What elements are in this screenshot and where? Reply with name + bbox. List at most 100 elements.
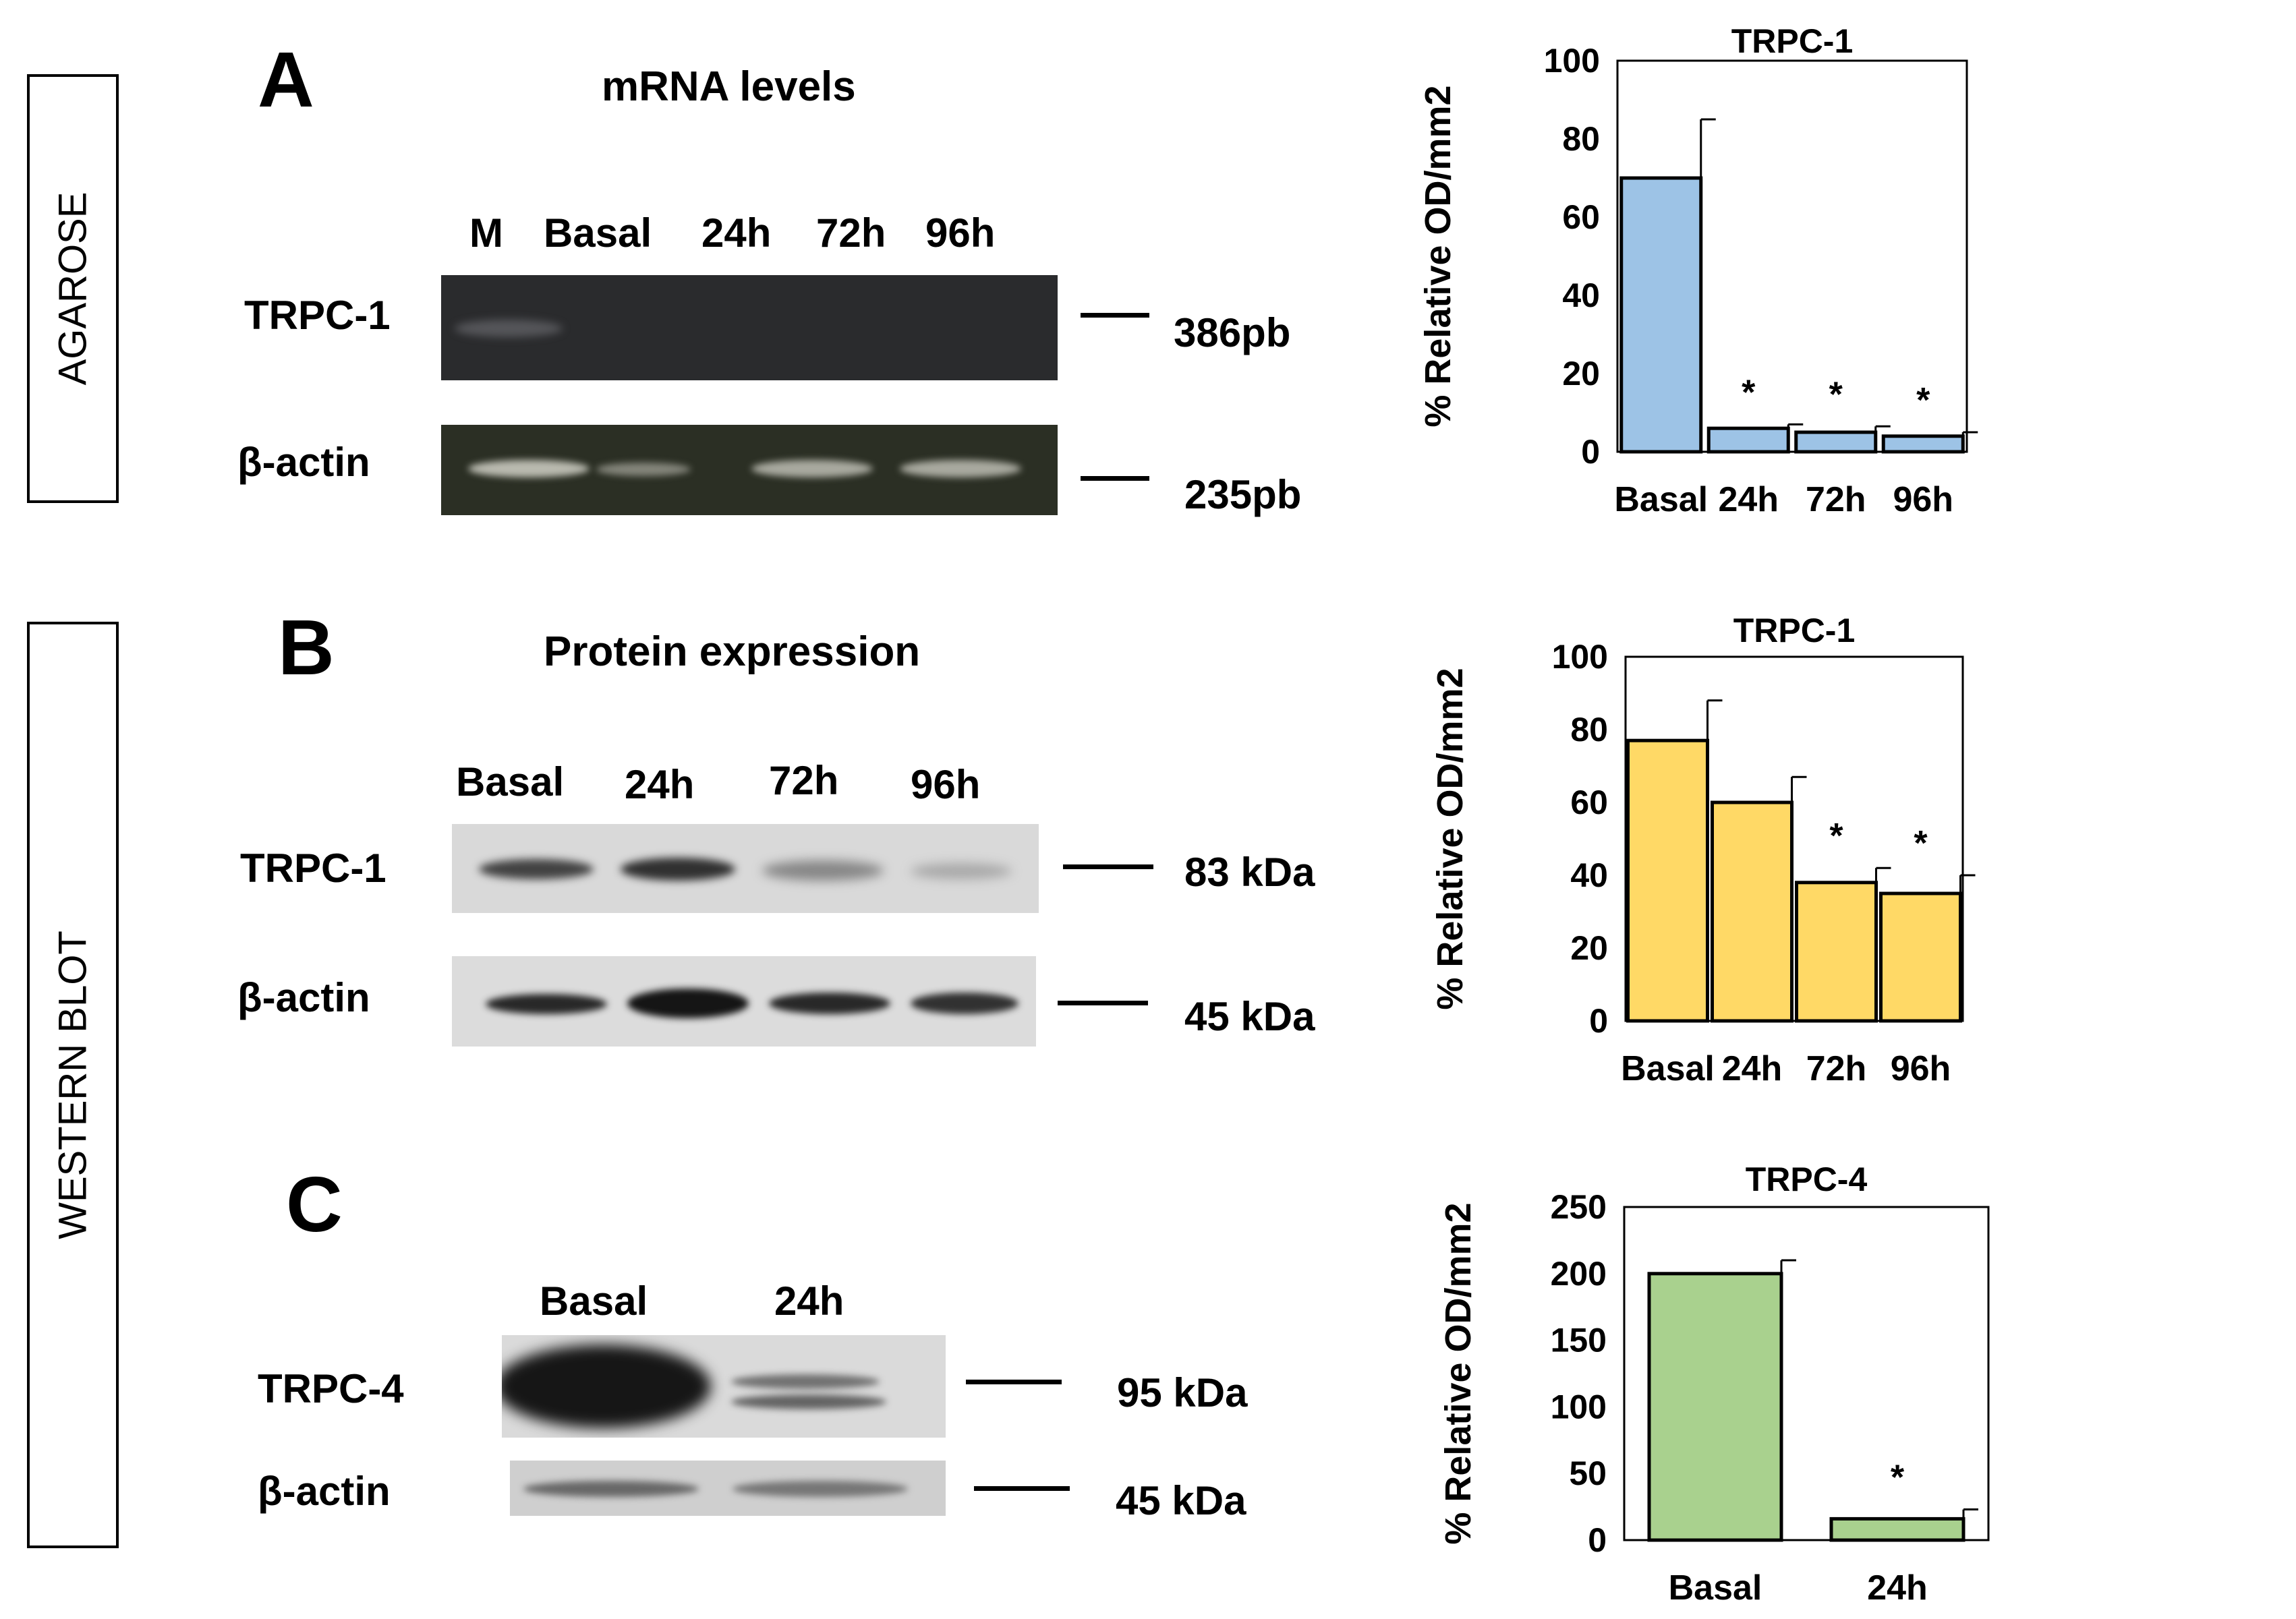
- panel-a-heading: mRNA levels: [602, 63, 856, 110]
- blot-band: [627, 989, 749, 1018]
- panel-a-lane-label: 24h: [701, 210, 772, 256]
- x-tick-label: 24h: [1722, 1049, 1783, 1088]
- panel-b-row-label: β-actin: [237, 975, 370, 1020]
- x-tick-label: 24h: [1867, 1568, 1928, 1608]
- significance-marker: *: [1829, 375, 1843, 414]
- bar: [1829, 1517, 1965, 1542]
- panel-a-size-label: 235pb: [1184, 472, 1302, 517]
- panel-c-row-label: β-actin: [258, 1469, 391, 1514]
- panel-a-lane-label: 96h: [925, 210, 996, 256]
- panel-b-lane-label: 96h: [911, 762, 981, 807]
- size-marker-line: [966, 1380, 1062, 1384]
- plot-frame: [1623, 1206, 1990, 1541]
- plot-frame: [1616, 59, 1968, 453]
- y-axis-label: % Relative OD/mm2: [1430, 668, 1470, 1009]
- x-tick-label: 24h: [1718, 480, 1779, 519]
- blot-band: [502, 1345, 711, 1428]
- gel-band: [751, 460, 873, 477]
- significance-marker: *: [1891, 1459, 1905, 1498]
- blot-band: [731, 1394, 886, 1409]
- western-blot-trpc1: [452, 824, 1039, 913]
- chart-title: TRPC-1: [1733, 612, 1856, 649]
- y-tick-label: 100: [1544, 42, 1600, 80]
- panel-c-letter: C: [286, 1160, 343, 1248]
- blot-band: [731, 1374, 880, 1389]
- y-tick-label: 100: [1551, 1388, 1607, 1425]
- bar: [1795, 881, 1878, 1023]
- significance-marker: *: [1742, 373, 1756, 412]
- panel-b-lane-label: 24h: [625, 762, 695, 807]
- gel-band: [900, 460, 1021, 477]
- panel-b-heading: Protein expression: [544, 628, 921, 675]
- size-marker-line: [1081, 313, 1149, 318]
- size-marker-line: [974, 1486, 1070, 1491]
- blot-band: [523, 1481, 699, 1497]
- y-tick-label: 0: [1589, 1002, 1608, 1040]
- panel-b-size-label: 45 kDa: [1184, 994, 1315, 1039]
- x-tick-label: Basal: [1669, 1568, 1762, 1608]
- x-tick-label: 96h: [1893, 480, 1953, 519]
- x-tick-label: Basal: [1614, 480, 1708, 519]
- x-tick-label: Basal: [1621, 1049, 1715, 1088]
- size-marker-line: [1058, 1001, 1148, 1005]
- blot-band: [486, 994, 607, 1014]
- plot-frame: [1624, 655, 1964, 1022]
- blot-band: [621, 858, 735, 881]
- panel-b-letter: B: [278, 604, 335, 691]
- panel-c-size-label: 95 kDa: [1117, 1370, 1248, 1415]
- blot-band: [911, 993, 1018, 1014]
- y-tick-label: 20: [1562, 355, 1600, 392]
- bar: [1794, 430, 1878, 454]
- blot-band: [911, 863, 1012, 879]
- significance-marker: *: [1916, 381, 1930, 420]
- x-tick-label: 72h: [1806, 480, 1866, 519]
- blot-band: [479, 859, 594, 879]
- y-tick-label: 60: [1570, 784, 1608, 821]
- bar: [1706, 426, 1790, 454]
- western-blot-trpc4: [502, 1335, 946, 1438]
- gel-band: [596, 463, 691, 476]
- y-tick-label: 40: [1570, 856, 1608, 894]
- agarose-label-box: AGAROSE: [27, 74, 119, 503]
- western-blot-beta-actin: [452, 956, 1036, 1047]
- panel-b-row-label: TRPC-1: [240, 846, 386, 891]
- y-tick-label: 200: [1551, 1255, 1607, 1293]
- significance-marker: *: [1829, 817, 1843, 856]
- y-axis-label: % Relative OD/mm2: [1418, 85, 1458, 427]
- panel-c-row-label: TRPC-4: [258, 1366, 404, 1411]
- bar: [1711, 800, 1793, 1023]
- bar: [1881, 434, 1965, 454]
- bar: [1647, 1272, 1783, 1542]
- y-tick-label: 80: [1570, 711, 1608, 748]
- agarose-gel-trpc1: [441, 275, 1058, 380]
- marker-band: [455, 320, 563, 337]
- bar: [1619, 176, 1703, 454]
- panel-a-size-label: 386pb: [1174, 310, 1291, 355]
- y-tick-label: 0: [1581, 433, 1600, 471]
- panel-b-lane-label: Basal: [456, 759, 565, 804]
- y-tick-label: 0: [1588, 1521, 1607, 1559]
- blot-band: [769, 993, 890, 1014]
- x-tick-label: 96h: [1891, 1049, 1951, 1088]
- size-marker-line: [1063, 864, 1153, 869]
- panel-a-lane-label: Basal: [544, 210, 652, 256]
- gel-band: [468, 460, 590, 477]
- western-blot-label-box: WESTERN BLOT: [27, 622, 119, 1548]
- y-axis-label: % Relative OD/mm2: [1438, 1202, 1479, 1544]
- y-tick-label: 100: [1552, 638, 1608, 676]
- y-tick-label: 250: [1551, 1188, 1607, 1226]
- panel-a-lane-label: 72h: [816, 210, 886, 256]
- panel-c-lane-label: 24h: [774, 1278, 844, 1324]
- size-marker-line: [1081, 476, 1149, 481]
- chart-title: TRPC-4: [1746, 1160, 1868, 1198]
- panel-c-size-label: 45 kDa: [1116, 1478, 1246, 1523]
- western-blot-beta-actin-c: [510, 1461, 946, 1516]
- bar: [1626, 738, 1709, 1023]
- panel-a-letter: A: [258, 36, 314, 123]
- y-tick-label: 50: [1569, 1454, 1607, 1492]
- y-tick-label: 60: [1562, 198, 1600, 236]
- y-tick-label: 150: [1551, 1322, 1607, 1359]
- x-tick-label: 72h: [1806, 1049, 1867, 1088]
